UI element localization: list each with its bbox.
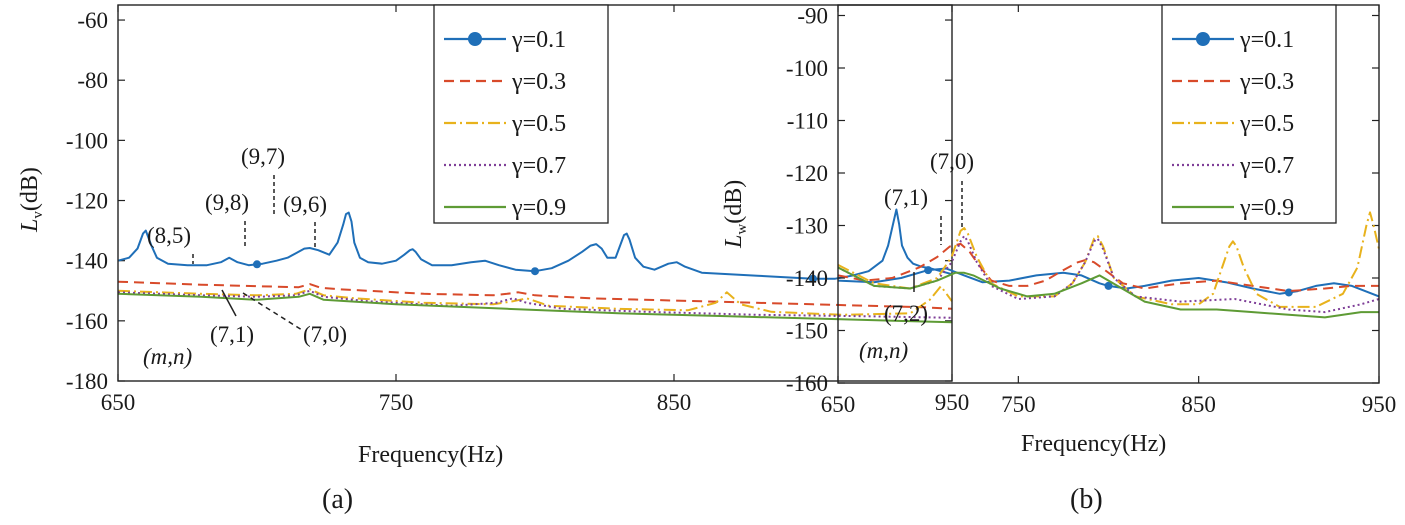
series-line-2 bbox=[117, 280, 953, 310]
x-tick-label: 750 bbox=[379, 390, 414, 415]
series-line-5 bbox=[117, 292, 953, 324]
y-tick-label: -130 bbox=[786, 214, 828, 239]
annotation-7-0: (7,0) bbox=[303, 322, 347, 347]
y-tick-label: -140 bbox=[786, 266, 828, 291]
series-line-3 bbox=[117, 285, 953, 316]
y-tick-label: -160 bbox=[786, 371, 828, 396]
panel-a-legend-box bbox=[433, 4, 609, 224]
x-tick-label: 650 bbox=[821, 392, 856, 417]
y-tick-label: -90 bbox=[797, 4, 828, 29]
series-line-2 bbox=[837, 242, 1379, 293]
series-line-3 bbox=[837, 211, 1380, 308]
x-tick-label: 850 bbox=[1181, 392, 1216, 417]
y-tick-label: -120 bbox=[786, 161, 828, 186]
annotation-m-n: (m,n) bbox=[143, 344, 192, 369]
y-tick-label: -150 bbox=[786, 319, 828, 344]
series-marker bbox=[924, 266, 933, 275]
annotation-b-7-2: (7,2) bbox=[884, 301, 928, 326]
legend-label-2: γ=0.3 bbox=[1239, 69, 1294, 95]
legend-label-1: γ=0.1 bbox=[1239, 27, 1294, 53]
legend-marker bbox=[468, 32, 482, 46]
series-marker bbox=[1284, 288, 1293, 297]
panel-b-x-tick-labels: 650 750 850 950 bbox=[821, 392, 1397, 417]
legend-label-4: γ=0.7 bbox=[511, 153, 566, 179]
panel-a-legend: γ=0.1 γ=0.3 γ=0.5 γ=0.7 γ=0.9 bbox=[433, 4, 609, 224]
y-tick-label: -160 bbox=[66, 309, 108, 334]
legend-marker bbox=[1196, 32, 1210, 46]
panel-b: -90 -100 -110 -120 -130 -140 -150 -160 650 750 85… bbox=[721, 4, 1396, 516]
annotation-leader-7-0 bbox=[242, 292, 303, 331]
legend-label-1: γ=0.1 bbox=[511, 27, 566, 53]
annotation-leader-7-1 bbox=[221, 289, 237, 317]
y-tick-label: -120 bbox=[66, 189, 108, 214]
panel-b-series bbox=[837, 211, 1380, 319]
y-tick-label: -60 bbox=[77, 8, 108, 33]
annotation-b-7-1: (7,1) bbox=[884, 185, 928, 210]
series-marker bbox=[253, 260, 261, 269]
annotation-b-m-n: (m,n) bbox=[859, 338, 908, 363]
y-tick-label: -100 bbox=[786, 56, 828, 81]
series-marker bbox=[1104, 281, 1113, 290]
panel-a-caption: (a) bbox=[322, 484, 353, 515]
x-tick-label: 650 bbox=[101, 390, 136, 415]
panel-a-annotations: (8,5) (9,8) (9,7) (9,6) (7,1) (7,0) (m,n… bbox=[143, 144, 347, 369]
panel-a: -60-80-100-120-140-160-180 650 750 850 950 … bbox=[17, 4, 970, 515]
series-line-4 bbox=[837, 235, 1380, 314]
annotation-b-7-0: (7,0) bbox=[930, 149, 974, 174]
panel-a-y-axis-label: Lv(dB) bbox=[17, 167, 46, 233]
panel-a-x-tick-labels: 650 750 850 950 bbox=[101, 390, 970, 415]
panel-a-y-tick-labels: -60 -80 -100 -120 -140 -160 -180 bbox=[66, 8, 108, 394]
x-tick-label: 950 bbox=[935, 390, 970, 415]
panel-b-legend-box bbox=[1161, 4, 1337, 224]
panel-b-annotations: (7,1) (7,0) (7,2) (m,n) bbox=[859, 149, 974, 363]
panel-b-legend: γ=0.1 γ=0.3 γ=0.5 γ=0.7 γ=0.9 bbox=[1161, 4, 1337, 224]
annotation-9-8: (9,8) bbox=[205, 190, 249, 215]
panel-b-y-tick-labels: -90 -100 -110 -120 -130 -140 -150 -160 bbox=[786, 4, 828, 397]
y-tick-label: -100 bbox=[66, 128, 108, 153]
annotation-9-6: (9,6) bbox=[283, 192, 327, 217]
annotation-8-5: (8,5) bbox=[147, 223, 191, 248]
panel-b-x-axis-label: Frequency(Hz) bbox=[1021, 431, 1166, 457]
panel-b-plot-frame bbox=[837, 4, 1380, 384]
legend-label-3: γ=0.5 bbox=[1239, 111, 1294, 137]
annotation-7-1: (7,1) bbox=[210, 322, 254, 347]
x-tick-label: 750 bbox=[1001, 392, 1036, 417]
panel-b-caption: (b) bbox=[1070, 484, 1103, 515]
panel-a-x-axis-label: Frequency(Hz) bbox=[358, 442, 503, 468]
series-marker bbox=[809, 274, 817, 283]
series-marker bbox=[531, 267, 539, 276]
legend-label-4: γ=0.7 bbox=[1239, 153, 1294, 179]
legend-label-5: γ=0.9 bbox=[511, 195, 566, 221]
y-tick-label: -110 bbox=[787, 109, 828, 134]
legend-label-3: γ=0.5 bbox=[511, 111, 566, 137]
legend-label-5: γ=0.9 bbox=[1239, 195, 1294, 221]
panel-b-y-axis-label: Lw(dB) bbox=[721, 180, 750, 249]
y-tick-label: -80 bbox=[77, 68, 108, 93]
x-tick-label: 950 bbox=[1362, 392, 1397, 417]
y-tick-label: -180 bbox=[66, 369, 108, 394]
legend-label-2: γ=0.3 bbox=[511, 69, 566, 95]
x-tick-label: 850 bbox=[657, 390, 692, 415]
y-tick-label: -140 bbox=[66, 249, 108, 274]
annotation-9-7: (9,7) bbox=[241, 144, 285, 169]
series-line-5 bbox=[837, 266, 1379, 319]
